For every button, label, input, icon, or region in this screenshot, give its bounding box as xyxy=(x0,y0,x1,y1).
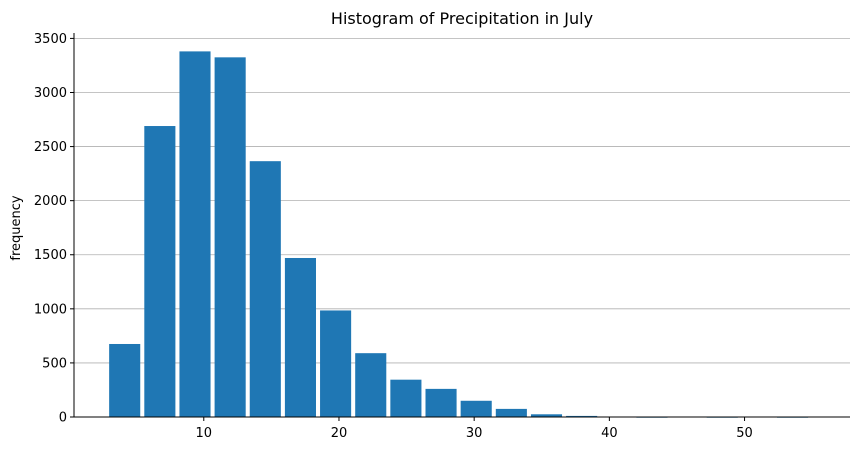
histogram-bar-7 xyxy=(320,310,352,417)
y-tick-label: 3500 xyxy=(34,32,67,47)
histogram-bar-9 xyxy=(390,379,422,417)
histogram-bar-11 xyxy=(460,400,492,417)
y-tick-label: 3000 xyxy=(34,86,67,101)
histogram-bar-6 xyxy=(284,257,316,417)
histogram-bar-13 xyxy=(530,414,563,417)
y-tick-label: 1500 xyxy=(34,248,67,263)
histogram-bar-5 xyxy=(249,161,281,417)
y-tick-label: 0 xyxy=(59,411,67,426)
histogram-bar-8 xyxy=(355,353,387,417)
axis-layer: 0 500 1000 1500 2000 2500 3000 3500 10 20 30 40 50 xyxy=(34,32,850,441)
bar-layer xyxy=(109,51,809,418)
histogram-bar-14 xyxy=(566,415,598,417)
histogram-bar-1 xyxy=(109,343,141,417)
histogram-bar-12 xyxy=(495,408,527,417)
x-tick-label: 30 xyxy=(466,426,483,441)
histogram-bar-2 xyxy=(144,126,176,417)
histogram-bar-4 xyxy=(214,57,246,418)
y-axis-label: frequency xyxy=(9,195,24,261)
x-tick-label: 40 xyxy=(601,426,618,441)
x-tick-label: 10 xyxy=(196,426,213,441)
y-tick-label: 500 xyxy=(42,356,67,371)
histogram-bar-10 xyxy=(425,388,457,417)
y-tick-label: 2000 xyxy=(34,194,67,209)
y-tick-label: 2500 xyxy=(34,140,67,155)
x-tick-label: 50 xyxy=(736,426,753,441)
chart-title: Histogram of Precipitation in July xyxy=(331,9,593,28)
x-tick-label: 20 xyxy=(331,426,348,441)
y-tick-label: 1000 xyxy=(34,302,67,317)
histogram-bar-3 xyxy=(179,51,211,417)
